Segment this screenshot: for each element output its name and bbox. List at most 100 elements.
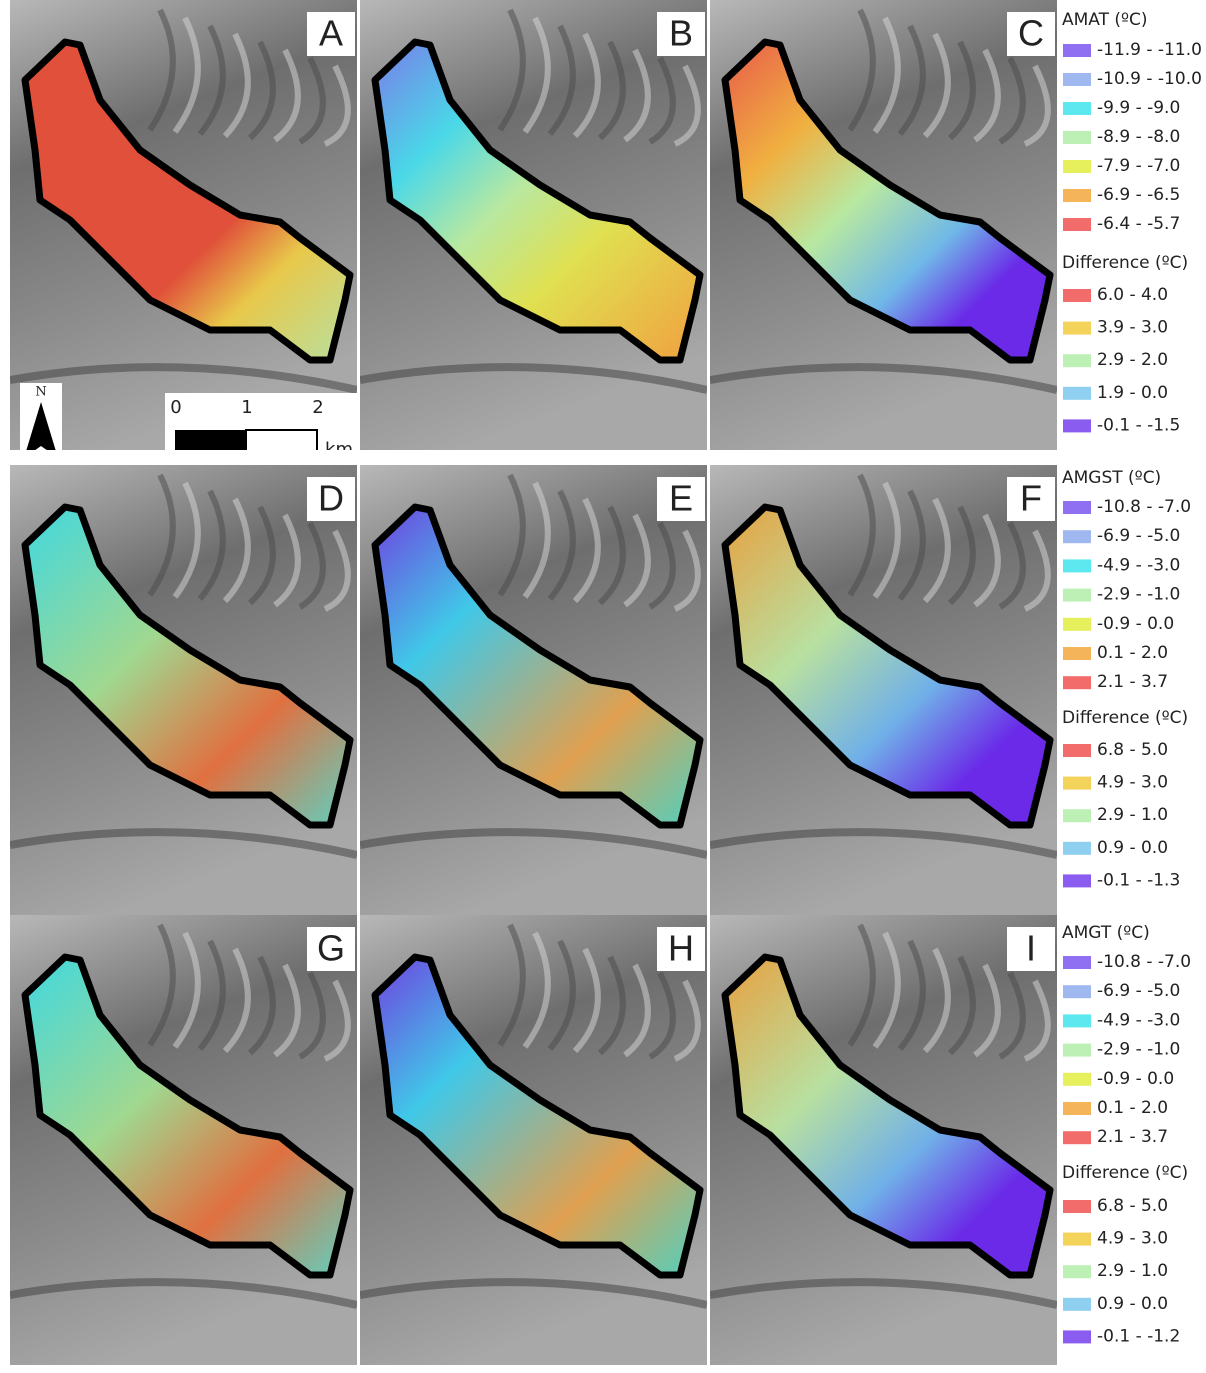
ridge xyxy=(847,8,876,132)
legend-swatch xyxy=(1063,776,1091,790)
legend-label: -6.4 - -5.7 xyxy=(1097,214,1180,234)
map-panel: E xyxy=(360,465,707,915)
legend-swatch xyxy=(1063,617,1091,631)
legend-swatch xyxy=(1063,1330,1091,1344)
ridge xyxy=(922,32,951,139)
legend-label: 6.8 - 5.0 xyxy=(1097,1196,1168,1216)
valley-area xyxy=(721,38,1054,364)
legend-swatch xyxy=(1063,1043,1091,1057)
legend-label: -9.9 - -9.0 xyxy=(1097,98,1180,118)
legend-swatch xyxy=(1063,647,1091,660)
legend-label: -6.9 - -6.5 xyxy=(1097,185,1180,205)
north-label: N xyxy=(35,385,46,400)
legend-swatch xyxy=(1063,501,1091,514)
legend-label: -7.9 - -7.0 xyxy=(1097,156,1180,176)
scale-bar-black xyxy=(175,430,246,450)
ridge xyxy=(197,489,226,601)
legend-swatch xyxy=(1063,354,1091,368)
ridge xyxy=(1023,529,1051,612)
ridge xyxy=(710,363,1057,394)
legend-label: -4.9 - -3.0 xyxy=(1097,555,1180,575)
scale-tick: 1 xyxy=(241,397,252,418)
valley-area xyxy=(21,38,354,364)
panel-label-box xyxy=(1007,12,1055,56)
panel-label: B xyxy=(669,13,693,54)
legend-label: 2.9 - 2.0 xyxy=(1097,350,1168,370)
ridge xyxy=(10,828,357,859)
panel-label-box xyxy=(307,12,355,56)
ridge xyxy=(197,24,226,136)
ridge xyxy=(547,939,576,1051)
ridge xyxy=(998,971,1026,1060)
legend-label: -0.9 - 0.0 xyxy=(1097,614,1174,634)
ridge xyxy=(247,955,276,1056)
ridge xyxy=(897,489,926,601)
legend-swatch xyxy=(1063,321,1091,335)
ridge xyxy=(147,473,176,597)
legend-swatch xyxy=(1063,1265,1091,1279)
scale-tick: 2 xyxy=(312,397,323,418)
valley-area xyxy=(21,953,354,1279)
legend-label: -10.9 - -10.0 xyxy=(1097,69,1202,89)
panel-label: A xyxy=(319,13,343,54)
legend-swatch xyxy=(1063,1072,1091,1086)
scale-tick: 0 xyxy=(170,397,181,418)
ridge xyxy=(360,1278,707,1309)
ridge xyxy=(273,513,301,608)
panel-label: I xyxy=(1026,928,1036,969)
panel-label: D xyxy=(318,478,344,519)
ridge xyxy=(648,521,676,610)
ridge xyxy=(522,481,551,599)
legend-label: -2.9 - -1.0 xyxy=(1097,585,1180,605)
legend-label: 0.1 - 2.0 xyxy=(1097,1098,1168,1118)
panel-label-box xyxy=(657,12,705,56)
ridge xyxy=(572,497,601,604)
legend-label: -10.8 - -7.0 xyxy=(1097,497,1191,517)
legend-swatch xyxy=(1063,1014,1091,1028)
ridge xyxy=(172,16,201,134)
ridge xyxy=(947,40,976,141)
ridge xyxy=(897,24,926,136)
legend-swatch xyxy=(1063,530,1091,544)
ridge xyxy=(497,923,526,1047)
panel-label: C xyxy=(1018,13,1044,54)
legend-label: -2.9 - -1.0 xyxy=(1097,1040,1180,1060)
panel-label: F xyxy=(1020,478,1042,519)
ridge xyxy=(872,931,901,1049)
legend-label: 2.1 - 3.7 xyxy=(1097,672,1168,692)
ridge xyxy=(973,963,1001,1058)
ridge xyxy=(998,56,1026,145)
ridge xyxy=(147,8,176,132)
ridge xyxy=(360,828,707,859)
legend-swatch xyxy=(1063,1297,1091,1311)
legend-label: -0.9 - 0.0 xyxy=(1097,1069,1174,1089)
ridge xyxy=(222,497,251,604)
ridge xyxy=(147,923,176,1047)
ridge xyxy=(247,505,276,606)
ridge xyxy=(847,473,876,597)
ridge xyxy=(922,497,951,604)
valley-area xyxy=(371,953,704,1279)
map-panel: G xyxy=(10,915,357,1365)
scale-bar-white xyxy=(245,429,318,450)
ridge xyxy=(172,931,201,1049)
panel-label-box xyxy=(657,927,705,971)
ridge xyxy=(872,481,901,599)
ridge xyxy=(623,963,651,1058)
ridge xyxy=(1023,64,1051,147)
valley-area xyxy=(21,503,354,829)
panel-label: G xyxy=(317,928,345,969)
ridge xyxy=(547,489,576,601)
ridge xyxy=(710,1278,1057,1309)
ridge xyxy=(547,24,576,136)
legend-title: AMGST (ºC) xyxy=(1062,468,1161,488)
legend-label: -0.1 - -1.3 xyxy=(1097,870,1180,890)
ridge xyxy=(572,32,601,139)
legend-swatch xyxy=(1063,841,1091,855)
legend-swatch xyxy=(1063,386,1091,400)
legend-label: 6.8 - 5.0 xyxy=(1097,740,1168,760)
ridge xyxy=(947,955,976,1056)
ridge xyxy=(1023,979,1051,1062)
legend-label: -6.9 - -5.0 xyxy=(1097,526,1180,546)
panel-label: H xyxy=(668,928,694,969)
